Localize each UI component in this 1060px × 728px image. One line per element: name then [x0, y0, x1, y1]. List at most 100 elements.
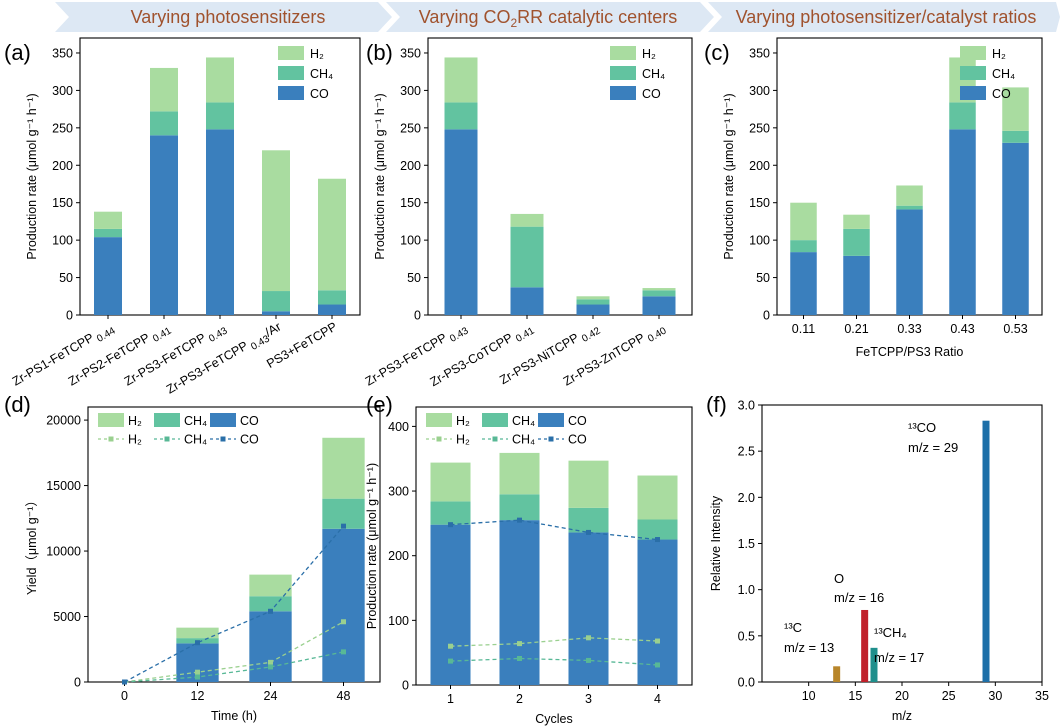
point-ch4 — [341, 649, 346, 655]
y-tick-label: 0 — [414, 309, 421, 323]
legend-label: CH₄ — [184, 414, 207, 428]
legend-label: CO — [992, 87, 1011, 101]
legend-swatch — [538, 413, 564, 427]
legend-swatch — [960, 86, 986, 100]
bar-co — [249, 611, 292, 682]
bar-co — [949, 129, 976, 315]
bar-ch4 — [843, 228, 870, 256]
category-label: Zr-PS3-ZnTCPP 0.40 — [561, 319, 669, 392]
plot-frame — [87, 406, 381, 683]
bar-ch4 — [1002, 130, 1029, 143]
point-co — [122, 679, 127, 685]
bar-ch4 — [576, 299, 610, 305]
point-h2 — [586, 635, 591, 641]
y-tick-label: 250 — [52, 121, 73, 135]
legend-swatch — [278, 46, 304, 60]
y-tick-label: 350 — [52, 46, 73, 60]
bar-ch4 — [318, 290, 346, 305]
y-tick-label: 250 — [400, 121, 421, 135]
bar-ch4 — [150, 111, 178, 136]
bar-ch4 — [510, 226, 544, 288]
bar-h2 — [176, 627, 219, 639]
y-tick-label: 350 — [749, 46, 770, 60]
banner-2-text: Varying CO2RR catalytic centers — [419, 7, 677, 30]
category-label: Zr-PS3-FeTCPP 0.43 — [363, 319, 471, 392]
bar-h2 — [318, 178, 346, 291]
category-label: 0.21 — [844, 322, 868, 336]
peak-mz-label: m/z = 29 — [908, 440, 958, 455]
line-ch4 — [450, 657, 658, 666]
plot-frame — [415, 406, 693, 686]
point-co — [195, 640, 200, 646]
point-co — [655, 537, 660, 543]
peak-bar — [870, 647, 878, 682]
bar-ch4 — [430, 501, 471, 525]
bar-h2 — [262, 150, 290, 292]
bar-h2 — [499, 452, 540, 495]
bar-h2 — [510, 213, 544, 227]
y-tick-label: 100 — [388, 614, 409, 628]
legend-label: CO — [240, 433, 259, 447]
legend-swatch — [610, 66, 636, 80]
bar-ch4 — [637, 519, 678, 540]
legend-label: H₂ — [456, 414, 470, 428]
x-tick-label: 2 — [516, 692, 523, 706]
banner-1-arrow — [55, 2, 392, 32]
y-tick-label: 150 — [749, 196, 770, 210]
peak-mz-label: m/z = 13 — [784, 640, 834, 655]
legend-label: CH₄ — [310, 67, 333, 81]
panel-label: (c) — [704, 40, 730, 65]
legend-label: CO — [240, 414, 259, 428]
y-tick-label: 50 — [756, 271, 770, 285]
point-h2 — [448, 643, 453, 649]
category-label: 0.33 — [897, 322, 921, 336]
bar-co — [322, 528, 365, 682]
panel-label: (a) — [4, 40, 31, 65]
x-axis-label: FeTCPP/PS3 Ratio — [856, 345, 964, 359]
legend-marker — [108, 436, 114, 442]
point-co — [268, 608, 273, 614]
banner-1-text: Varying photosensitizers — [131, 7, 326, 27]
line-ch4 — [124, 651, 344, 683]
banner-3-text: Varying photosensitizer/catalyst ratios — [736, 7, 1037, 27]
x-axis-label: Cycles — [535, 712, 573, 726]
category-label: Zr-PS3-NiTCPP 0.42 — [497, 319, 603, 390]
x-tick-label: 48 — [337, 689, 351, 703]
bar-co — [510, 287, 544, 315]
legend-label: H₂ — [310, 47, 324, 61]
x-axis-label: m/z — [892, 709, 912, 723]
y-axis-label: Production rate (μmol g⁻¹ h⁻¹) — [365, 463, 379, 629]
point-ch4 — [655, 662, 660, 668]
legend-label: H₂ — [992, 47, 1006, 61]
y-tick-label: 20000 — [46, 414, 81, 428]
x-tick-label: 15 — [848, 689, 862, 703]
y-tick-label: 0.0 — [738, 676, 755, 690]
x-tick-label: 25 — [942, 689, 956, 703]
x-tick-label: 24 — [264, 689, 278, 703]
point-co — [448, 522, 453, 528]
category-label: 0.43 — [950, 322, 974, 336]
legend-swatch — [960, 46, 986, 60]
legend-swatch — [610, 46, 636, 60]
point-co — [341, 523, 346, 529]
legend-label: CH₄ — [992, 67, 1015, 81]
y-axis-label: Production rate (μmol g⁻¹ h⁻¹) — [722, 93, 736, 259]
bar-ch4 — [444, 102, 478, 130]
panel-a: (a) 0 50 100 150 200 250 300 350 Production rate … — [4, 37, 361, 397]
y-tick-label: 300 — [52, 84, 73, 98]
y-tick-label: 100 — [749, 234, 770, 248]
point-h2 — [341, 619, 346, 625]
bar-co — [790, 252, 817, 315]
point-co — [586, 529, 591, 535]
category-label: 0.53 — [1003, 322, 1027, 336]
bar-co — [637, 539, 678, 685]
panel-label: (e) — [366, 392, 393, 417]
y-tick-label: 150 — [52, 196, 73, 210]
y-tick-label: 0 — [402, 679, 409, 693]
bar-co — [896, 209, 923, 315]
legend-label: CO — [568, 414, 587, 428]
category-label: Zr-PS3-CoTCPP 0.41 — [428, 319, 537, 392]
y-tick-label: 50 — [407, 271, 421, 285]
y-tick-label: 5000 — [53, 610, 81, 624]
panel-c: (c) 0 50 100 150 200 250 300 350 Production rate … — [704, 37, 1043, 359]
